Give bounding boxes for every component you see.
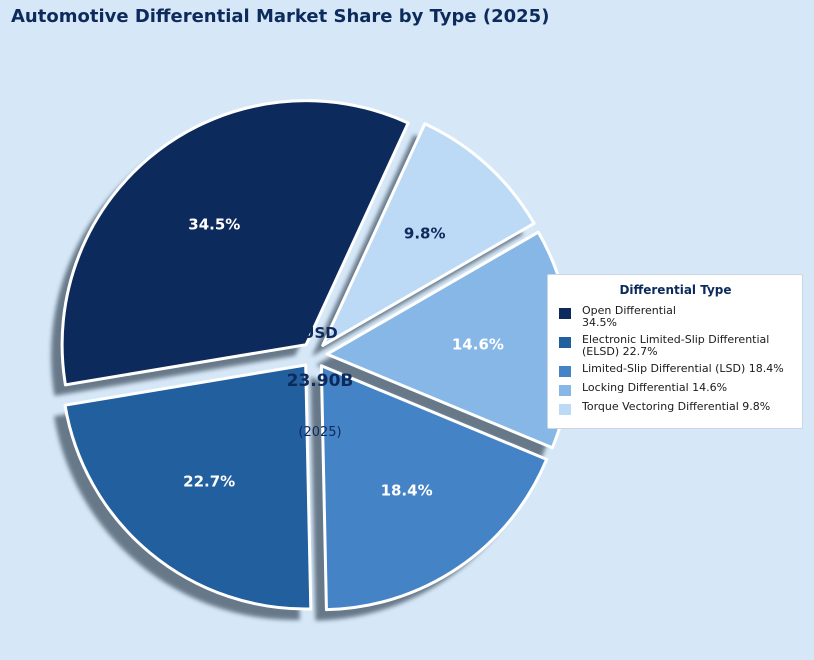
legend-item-open: Open Differential 34.5% xyxy=(557,305,794,329)
pie-slice-torque-vectoring xyxy=(321,122,536,347)
legend-swatch xyxy=(559,385,571,396)
slice-labels: 34.5% 22.7% 18.4% 14.6% 9.8% xyxy=(183,216,504,500)
legend-title: Differential Type xyxy=(619,283,732,297)
chart-title: Automotive Differential Market Share by … xyxy=(11,6,550,27)
center-label: USD 23.90B (2025) xyxy=(287,324,354,440)
legend: Differential Type Open Differential 34.5… xyxy=(547,274,803,429)
legend-label: Open Differential 34.5% xyxy=(582,304,676,329)
pie-slice-lsd xyxy=(319,364,549,612)
slice-label-lsd: 18.4% xyxy=(381,482,433,500)
legend-item-elsd: Electronic Limited-Slip Differential (EL… xyxy=(557,334,794,358)
legend-swatch xyxy=(559,337,571,348)
legend-label: Limited-Slip Differential (LSD) 18.4% xyxy=(582,362,784,375)
legend-item-locking: Locking Differential 14.6% xyxy=(557,382,794,396)
slice-label-locking: 14.6% xyxy=(452,335,504,353)
legend-label: Electronic Limited-Slip Differential (EL… xyxy=(582,333,770,358)
legend-swatch xyxy=(559,404,571,415)
legend-item-lsd: Limited-Slip Differential (LSD) 18.4% xyxy=(557,363,794,377)
center-label-year: (2025) xyxy=(298,425,341,440)
slice-label-open: 34.5% xyxy=(188,216,240,234)
center-label-currency: USD xyxy=(302,324,337,342)
legend-label: Locking Differential 14.6% xyxy=(582,381,728,394)
slice-label-torque-vectoring: 9.8% xyxy=(404,225,446,243)
pie-slices xyxy=(60,99,573,612)
legend-swatch xyxy=(559,366,571,377)
legend-item-torque-vectoring: Torque Vectoring Differential 9.8% xyxy=(557,401,794,415)
pie-slice-open xyxy=(60,99,410,387)
slice-label-elsd: 22.7% xyxy=(183,473,235,491)
legend-label: Torque Vectoring Differential 9.8% xyxy=(582,400,771,413)
pie-slice-elsd xyxy=(63,363,313,611)
center-label-total: 23.90B xyxy=(287,371,354,391)
legend-swatch xyxy=(559,308,571,319)
